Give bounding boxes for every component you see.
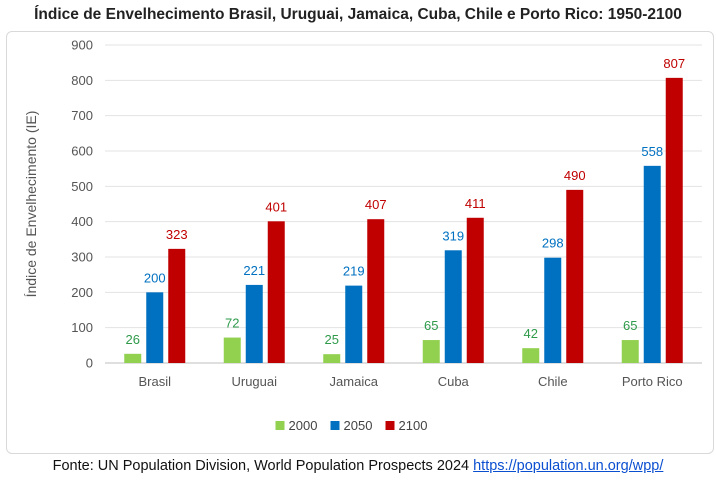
- source-text: Fonte: UN Population Division, World Pop…: [52, 458, 470, 474]
- y-tick-label: 600: [71, 144, 93, 159]
- y-tick-label: 200: [71, 285, 93, 300]
- y-tick-label: 400: [71, 214, 93, 229]
- bar-2050: [444, 250, 462, 363]
- bar-2000: [422, 340, 440, 363]
- bar-2100: [665, 77, 683, 364]
- x-tick-label: Uruguai: [231, 374, 277, 389]
- data-label-2100: 411: [465, 196, 486, 211]
- bar-2100: [367, 219, 385, 363]
- chart-title: Índice de Envelhecimento Brasil, Uruguai…: [34, 6, 682, 23]
- data-label-2100: 323: [166, 227, 188, 242]
- data-label-2100: 401: [265, 199, 287, 214]
- legend-swatch-2100: [385, 421, 395, 430]
- bar-2100: [566, 189, 584, 363]
- bar-2000: [323, 354, 341, 363]
- data-label-2100: 807: [663, 56, 685, 71]
- data-label-2000: 42: [524, 326, 538, 341]
- bar-2100: [466, 217, 484, 363]
- bar-2050: [245, 284, 263, 363]
- source-note: Fonte: UN Population Division, World Pop…: [0, 458, 716, 474]
- bar-2100: [267, 221, 285, 363]
- y-axis-title: Índice de Envelhecimento (IE): [23, 111, 39, 298]
- data-label-2000: 25: [325, 332, 339, 347]
- data-label-2000: 65: [424, 318, 438, 333]
- data-label-2050: 221: [243, 263, 265, 278]
- data-label-2050: 219: [343, 264, 365, 279]
- x-tick-label: Brasil: [138, 374, 171, 389]
- y-tick-label: 900: [71, 38, 93, 53]
- bar-2050: [345, 285, 363, 363]
- data-label-2050: 558: [641, 144, 663, 159]
- y-tick-label: 700: [71, 108, 93, 123]
- x-tick-label: Porto Rico: [622, 374, 683, 389]
- data-label-2000: 26: [126, 332, 140, 347]
- data-label-2050: 319: [442, 228, 464, 243]
- bar-2050: [146, 292, 164, 363]
- bar-2100: [168, 248, 186, 363]
- legend-swatch-2050: [330, 421, 340, 430]
- y-tick-label: 300: [71, 250, 93, 265]
- bar-2000: [522, 348, 540, 363]
- x-tick-label: Cuba: [438, 374, 470, 389]
- source-link[interactable]: https://population.un.org/wpp/: [473, 458, 664, 474]
- y-tick-label: 100: [71, 320, 93, 335]
- data-label-2000: 72: [225, 316, 239, 331]
- chart-area: [6, 31, 714, 454]
- bar-2050: [643, 165, 661, 363]
- x-tick-label: Chile: [538, 374, 568, 389]
- y-tick-label: 800: [71, 73, 93, 88]
- legend-label-2000: 2000: [289, 418, 318, 433]
- legend-label-2100: 2100: [399, 418, 428, 433]
- legend-swatch-2000: [275, 421, 285, 430]
- legend-label-2050: 2050: [344, 418, 373, 433]
- bar-2000: [621, 340, 639, 363]
- data-label-2050: 200: [144, 270, 166, 285]
- data-label-2050: 298: [542, 236, 564, 251]
- data-label-2100: 490: [564, 168, 586, 183]
- bar-2050: [544, 257, 562, 363]
- x-tick-label: Jamaica: [330, 374, 379, 389]
- y-tick-label: 500: [71, 179, 93, 194]
- data-label-2100: 407: [365, 197, 387, 212]
- y-tick-label: 0: [86, 356, 93, 371]
- bar-2000: [223, 337, 241, 363]
- data-label-2000: 65: [623, 318, 637, 333]
- bar-2000: [124, 353, 142, 363]
